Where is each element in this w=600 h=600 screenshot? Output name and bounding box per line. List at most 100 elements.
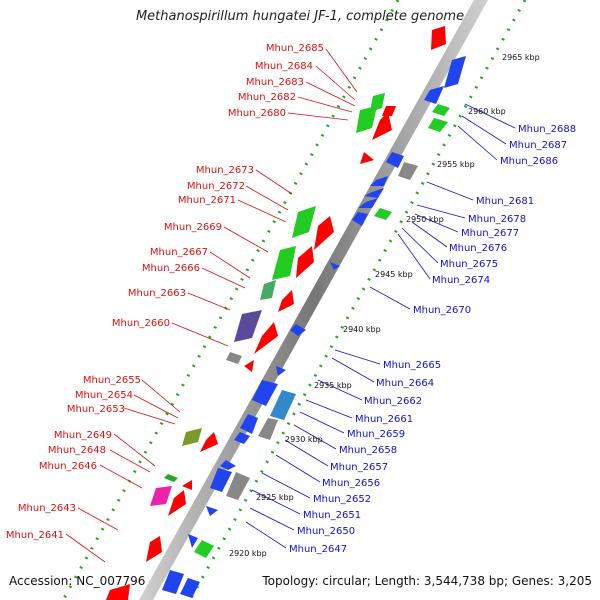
gene-label: Mhun_2653 (67, 404, 125, 415)
gene-feature (360, 152, 374, 164)
leader-lines (65, 48, 516, 563)
gene-features-reverse (162, 56, 466, 598)
gene-label: Mhun_2661 (355, 414, 413, 425)
gene-feature (314, 216, 334, 250)
gene-label: Mhun_2649 (54, 430, 112, 441)
gene-label: Mhun_2673 (196, 165, 254, 176)
left-guide-dots (61, 0, 400, 600)
kbp-ticks: 2965 kbp 2960 kbp 2955 kbp 2950 kbp 2945… (229, 53, 540, 558)
gene-feature (188, 534, 198, 548)
gene-feature (162, 570, 184, 594)
gene-label: Mhun_2650 (297, 526, 355, 537)
forward-gene-labels: Mhun_2685 Mhun_2684 Mhun_2683 Mhun_2682 … (6, 43, 324, 541)
right-guide-dots (188, 0, 527, 600)
gene-feature (352, 212, 368, 226)
tick-label: 2920 kbp (229, 549, 267, 558)
gene-feature (220, 460, 236, 470)
gene-feature (382, 106, 396, 116)
gene-feature (260, 280, 276, 300)
gene-label: Mhun_2678 (468, 214, 526, 225)
gene-feature (278, 290, 294, 312)
gene-label: Mhun_2647 (289, 544, 347, 555)
tick-label: 2925 kbp (256, 493, 294, 502)
gene-label: Mhun_2685 (266, 43, 324, 54)
tick-label: 2930 kbp (285, 435, 323, 444)
gene-feature (398, 162, 418, 180)
gene-label: Mhun_2666 (142, 263, 200, 274)
gene-label: Mhun_2682 (238, 92, 296, 103)
gene-feature (370, 176, 388, 186)
gene-feature (428, 118, 448, 132)
gene-feature (106, 584, 130, 600)
gene-label: Mhun_2674 (432, 275, 490, 286)
gene-label: Mhun_2667 (150, 247, 208, 258)
topology-text: Topology: circular; Length: 3,544,738 bp… (262, 574, 592, 588)
gene-label: Mhun_2656 (322, 478, 380, 489)
gene-feature (234, 432, 250, 444)
gene-feature (150, 486, 172, 506)
gene-label: Mhun_2648 (48, 445, 106, 456)
gene-label: Mhun_2669 (164, 222, 222, 233)
gene-label: Mhun_2675 (440, 259, 498, 270)
tick-label: 2955 kbp (437, 160, 475, 169)
gene-label: Mhun_2665 (383, 360, 441, 371)
gene-label: Mhun_2676 (449, 243, 507, 254)
gene-feature (168, 490, 186, 516)
gene-features-forward (106, 26, 446, 600)
gene-feature (206, 506, 218, 516)
gene-label: Mhun_2657 (330, 462, 388, 473)
gene-label: Mhun_2658 (339, 445, 397, 456)
gene-feature (254, 322, 278, 354)
gene-label: Mhun_2641 (6, 530, 64, 541)
gene-feature (432, 104, 450, 116)
gene-feature (182, 480, 192, 490)
gene-feature (424, 86, 444, 104)
reverse-gene-labels: Mhun_2688 Mhun_2687 Mhun_2686 Mhun_2681 … (289, 124, 576, 555)
gene-feature (272, 246, 296, 280)
gene-feature (194, 540, 214, 558)
gene-label: Mhun_2684 (255, 61, 313, 72)
tick-label: 2960 kbp (468, 107, 506, 116)
gene-feature (210, 468, 232, 492)
gene-label: Mhun_2670 (413, 305, 471, 316)
gene-label: Mhun_2680 (228, 108, 286, 119)
gene-label: Mhun_2664 (376, 378, 434, 389)
gene-feature (374, 208, 392, 220)
gene-label: Mhun_2672 (187, 181, 245, 192)
gene-feature (226, 352, 242, 364)
gene-feature (276, 366, 286, 376)
gene-label: Mhun_2660 (112, 318, 170, 329)
gene-label: Mhun_2688 (518, 124, 576, 135)
genome-backbone (139, 0, 488, 600)
gene-label: Mhun_2687 (509, 140, 567, 151)
tick-label: 2945 kbp (375, 270, 413, 279)
gene-feature (252, 380, 278, 406)
gene-feature (290, 324, 306, 336)
gene-feature (258, 418, 278, 440)
gene-feature (372, 112, 392, 140)
gene-feature (292, 206, 316, 238)
gene-feature (358, 198, 378, 208)
gene-feature (330, 262, 340, 270)
gene-feature (146, 536, 162, 562)
gene-feature (200, 432, 218, 452)
gene-feature (234, 310, 262, 342)
map-title: Methanospirillum hungatei JF-1, complete… (135, 9, 465, 24)
gene-feature (164, 474, 178, 482)
gene-label: Mhun_2671 (178, 195, 236, 206)
gene-feature (226, 472, 250, 500)
gene-feature (356, 106, 377, 133)
gene-feature (296, 246, 314, 278)
gene-label: Mhun_2655 (83, 375, 141, 386)
tick-label: 2935 kbp (314, 381, 352, 390)
tick-label: 2950 kbp (406, 215, 444, 224)
gene-feature (364, 188, 384, 198)
accession-text: Accession: NC_007796 (9, 574, 146, 588)
gene-feature (182, 428, 202, 446)
gene-feature (431, 26, 446, 50)
gene-label: Mhun_2654 (75, 390, 133, 401)
gene-label: Mhun_2681 (476, 196, 534, 207)
gene-label: Mhun_2677 (461, 228, 519, 239)
gene-label: Mhun_2683 (246, 77, 304, 88)
